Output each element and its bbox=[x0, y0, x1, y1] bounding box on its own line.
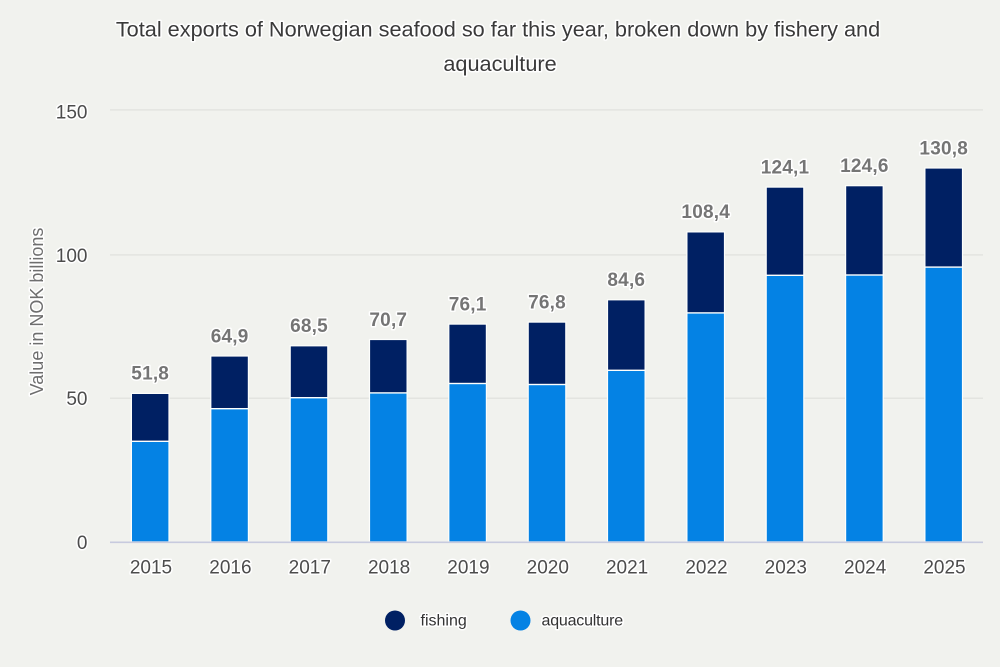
svg-text:2021: 2021 bbox=[606, 558, 648, 579]
svg-text:50: 50 bbox=[66, 389, 87, 410]
svg-text:2022: 2022 bbox=[685, 558, 727, 579]
svg-text:2017: 2017 bbox=[289, 558, 331, 579]
svg-text:64,9: 64,9 bbox=[211, 326, 249, 347]
svg-text:124,1: 124,1 bbox=[761, 157, 810, 178]
svg-text:108,4: 108,4 bbox=[681, 202, 730, 223]
svg-text:2024: 2024 bbox=[844, 558, 887, 579]
svg-text:0: 0 bbox=[77, 533, 88, 554]
svg-text:68,5: 68,5 bbox=[290, 316, 328, 337]
svg-text:2020: 2020 bbox=[527, 558, 569, 579]
svg-text:150: 150 bbox=[56, 102, 88, 123]
svg-text:70,7: 70,7 bbox=[369, 310, 407, 331]
svg-text:2015: 2015 bbox=[130, 558, 172, 579]
svg-text:aquaculture: aquaculture bbox=[443, 51, 556, 76]
svg-text:2019: 2019 bbox=[447, 558, 489, 579]
svg-text:100: 100 bbox=[56, 246, 88, 267]
svg-text:76,8: 76,8 bbox=[528, 292, 566, 313]
svg-text:76,1: 76,1 bbox=[449, 294, 487, 315]
svg-text:130,8: 130,8 bbox=[919, 138, 968, 159]
svg-text:Total exports of Norwegian sea: Total exports of Norwegian seafood so fa… bbox=[116, 16, 880, 41]
svg-text:2025: 2025 bbox=[923, 558, 965, 579]
svg-text:2023: 2023 bbox=[765, 558, 807, 579]
svg-text:aquaculture: aquaculture bbox=[542, 613, 624, 630]
svg-text:124,6: 124,6 bbox=[840, 156, 889, 177]
svg-text:fishing: fishing bbox=[421, 613, 467, 630]
svg-text:84,6: 84,6 bbox=[607, 270, 645, 291]
svg-text:2016: 2016 bbox=[209, 558, 251, 579]
svg-text:2018: 2018 bbox=[368, 558, 410, 579]
svg-text:51,8: 51,8 bbox=[131, 364, 169, 385]
svg-text:Value in NOK billions: Value in NOK billions bbox=[27, 228, 47, 396]
